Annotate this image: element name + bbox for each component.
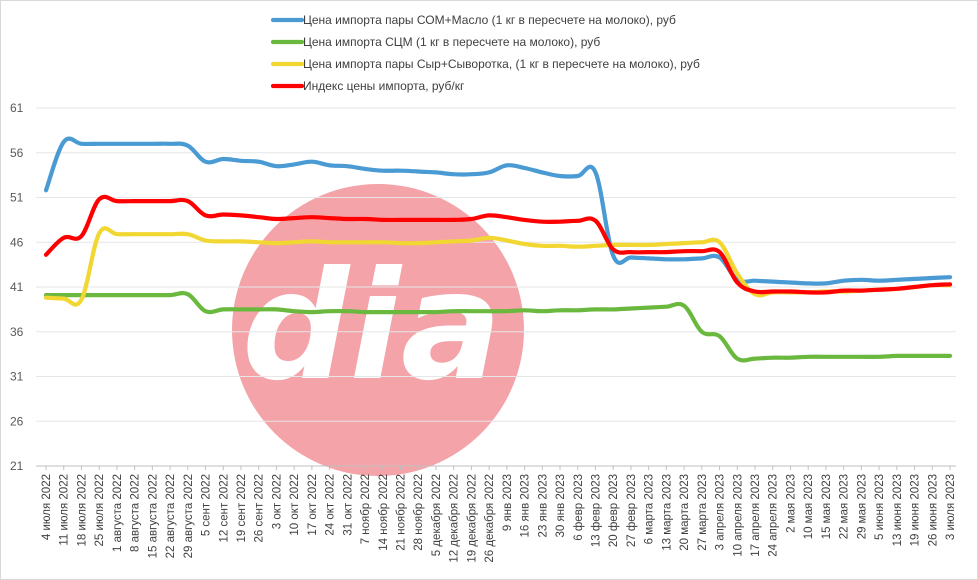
- x-tick-label: 24 апреля 2023: [768, 474, 780, 557]
- x-tick-label: 13 июня 2023: [892, 474, 904, 546]
- x-tick-label: 10 окт 2022: [289, 474, 301, 536]
- x-tick-label: 22 августа 2022: [165, 474, 177, 558]
- dia-watermark: dia: [232, 184, 524, 476]
- watermark-logo-text: dia: [242, 240, 502, 414]
- x-tick-label: 6 марта 2023: [644, 474, 656, 544]
- legend-item-scm: Цена импорта СЦМ (1 кг в пересчете на мо…: [270, 35, 600, 49]
- x-tick-label: 15 мая 2023: [821, 474, 833, 539]
- x-tick-label: 27 марта 2023: [697, 474, 709, 551]
- legend: Цена импорта пары СОМ+Масло (1 кг в пере…: [270, 13, 700, 93]
- x-tick-label: 11 июля 2022: [59, 474, 71, 546]
- legend-item-cheese-whey: Цена импорта пары Сыр+Сыворотка, (1 кг в…: [270, 57, 700, 71]
- y-tick-label: 51: [10, 191, 24, 205]
- x-tick-label: 21 ноябр 2022: [396, 474, 408, 551]
- x-tick-label: 17 апреля 2023: [750, 474, 762, 557]
- x-tick-label: 19 декабря 2022: [466, 474, 478, 563]
- series-line-som-butter: [43, 136, 953, 286]
- x-tick-label: 26 июня 2023: [927, 474, 939, 546]
- x-tick-label: 19 июня 2023: [910, 474, 922, 546]
- x-tick-label: 4 июля 2022: [41, 474, 53, 540]
- x-tick-label: 24 окт 2022: [325, 474, 337, 536]
- x-tick-label: 12 сент 2022: [218, 474, 230, 543]
- y-tick-label: 61: [10, 101, 24, 115]
- x-tick-label: 3 окт 2022: [271, 474, 283, 529]
- x-tick-label: 31 окт 2022: [342, 474, 354, 536]
- x-tick-label: 6 февр 2023: [573, 474, 585, 541]
- x-tick-label: 26 декабря 2022: [484, 474, 496, 563]
- x-tick-label: 12 декабря 2022: [449, 474, 461, 563]
- x-tick-label: 29 августа 2022: [183, 474, 195, 558]
- x-tick-label: 14 ноябр 2022: [378, 474, 390, 551]
- x-tick-label: 27 февр 2023: [626, 474, 638, 547]
- x-tick-label: 18 июля 2022: [76, 474, 88, 547]
- x-tick-label: 13 февр 2023: [590, 474, 602, 547]
- x-tick-label: 5 сент 2022: [201, 474, 213, 536]
- x-tick-label: 22 мая 2023: [839, 474, 851, 539]
- legend-label: Цена импорта СЦМ (1 кг в пересчете на мо…: [303, 35, 600, 49]
- watermark-circle: [232, 184, 524, 476]
- x-tick-label: 1 августа 2022: [112, 474, 124, 552]
- x-tick-label: 26 сент 2022: [254, 474, 266, 543]
- x-tick-label: 23 янв 2023: [537, 474, 549, 537]
- legend-label: Цена импорта пары Сыр+Сыворотка, (1 кг в…: [303, 57, 700, 71]
- x-tick-label: 9 янв 2023: [502, 474, 514, 531]
- x-tick-label: 5 июня 2023: [874, 474, 886, 540]
- x-tick-label: 13 марта 2023: [661, 474, 673, 551]
- series-line-scm: [43, 290, 953, 363]
- x-tick-label: 28 ноябр 2022: [413, 474, 425, 551]
- y-tick-label: 56: [10, 146, 24, 160]
- x-tick-label: 3 апреля 2023: [715, 474, 727, 550]
- legend-label: Цена импорта пары СОМ+Масло (1 кг в пере…: [303, 13, 676, 27]
- series-line-import-index: [43, 194, 953, 295]
- x-tick-label: 20 марта 2023: [679, 474, 691, 551]
- x-tick-label: 30 янв 2023: [555, 474, 567, 537]
- x-tick-label: 7 ноябр 2022: [360, 474, 372, 544]
- x-tick-label: 15 августа 2022: [147, 474, 159, 558]
- x-tick-label: 10 мая 2023: [803, 474, 815, 539]
- y-gridlines: [36, 107, 956, 467]
- x-tick-label: 17 окт 2022: [307, 474, 319, 536]
- x-tick-label: 16 янв 2023: [520, 474, 532, 537]
- y-tick-label: 46: [10, 235, 24, 249]
- legend-item-import-index: Индекс цены импорта, руб/кг: [270, 79, 465, 93]
- x-tick-label: 5 декабря 2022: [431, 474, 443, 556]
- y-tick-label: 26: [10, 414, 24, 428]
- y-tick-label: 36: [10, 325, 24, 339]
- x-tick-label: 29 мая 2023: [856, 474, 868, 539]
- y-tick-label: 41: [10, 280, 24, 294]
- y-tick-label: 31: [10, 370, 24, 384]
- x-tick-label: 19 сент 2022: [236, 474, 248, 543]
- x-axis-ticks: 4 июля 2022 11 июля 2022 18 июля 2022 25 ию…: [41, 466, 957, 563]
- x-tick-label: 3 июля 2023: [945, 474, 957, 540]
- y-axis-ticks: 21 26 31 36 41 46 51 56 61: [10, 101, 24, 473]
- legend-label: Индекс цены импорта, руб/кг: [303, 79, 465, 93]
- x-tick-label: 10 апреля 2023: [732, 474, 744, 557]
- x-tick-label: 25 июля 2022: [94, 474, 106, 547]
- y-tick-label: 21: [10, 459, 24, 473]
- legend-item-som-butter: Цена импорта пары СОМ+Масло (1 кг в пере…: [270, 13, 676, 27]
- x-tick-label: 2 мая 2023: [785, 474, 797, 533]
- x-tick-label: 20 февр 2023: [608, 474, 620, 547]
- x-tick-label: 8 августа 2022: [130, 474, 142, 552]
- series-lines: [43, 136, 953, 363]
